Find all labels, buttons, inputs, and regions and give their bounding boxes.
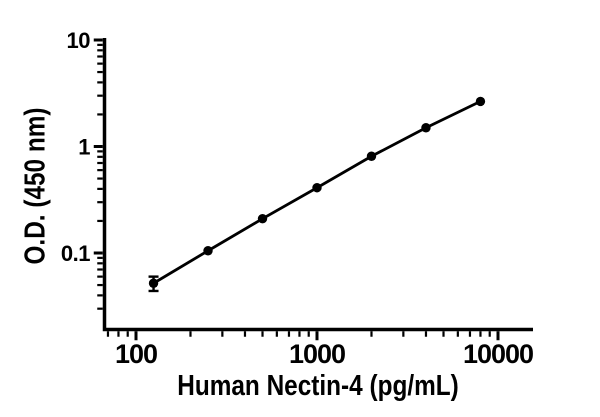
y-tick-label: 1	[78, 135, 90, 160]
x-axis-ticks: 100 1000 10000	[106, 331, 534, 369]
data-point	[203, 246, 213, 256]
data-point	[475, 96, 486, 107]
y-axis-ticks: 10 1 0.1	[61, 28, 103, 310]
x-tick-label: 100	[115, 339, 157, 369]
x-axis-title: Human Nectin-4 (pg/mL)	[177, 370, 459, 402]
data-point	[421, 123, 431, 133]
data-series	[148, 96, 486, 293]
data-point	[312, 183, 322, 193]
y-axis-title: O.D. (450 nm)	[19, 107, 52, 265]
x-tick-label: 1000	[289, 339, 345, 369]
data-point	[257, 213, 268, 224]
x-tick-label: 10000	[463, 339, 533, 369]
data-point	[148, 278, 159, 288]
y-tick-label: 10	[67, 28, 91, 53]
data-point	[366, 151, 377, 161]
axis-spines	[102, 38, 533, 332]
axes	[102, 38, 533, 332]
y-tick-label: 0.1	[61, 241, 90, 266]
